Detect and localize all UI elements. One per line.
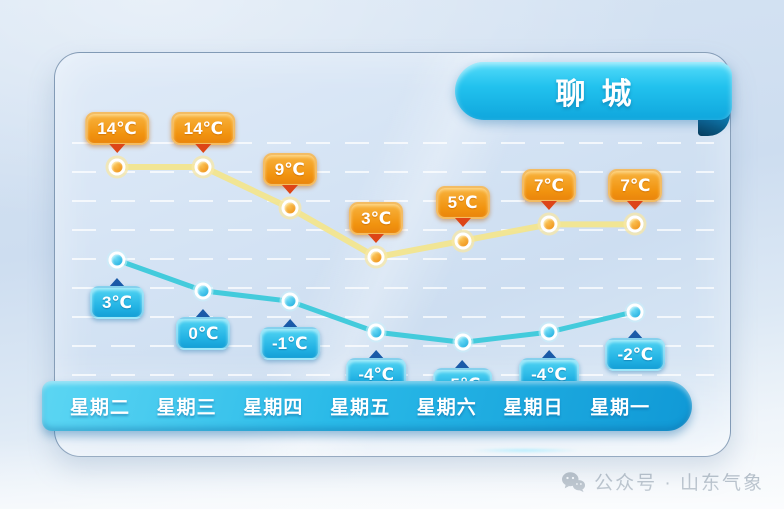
weekday-label: 星期三 — [156, 397, 217, 419]
watermark: 公众号 · 山东气象 — [560, 468, 764, 495]
weekday-label: 星期四 — [243, 397, 304, 419]
weekday-label: 星期五 — [330, 397, 391, 419]
weekday-label: 星期日 — [503, 397, 564, 419]
weekday-label: 星期六 — [416, 397, 477, 419]
city-name: 聊城 — [555, 78, 648, 111]
city-ribbon: 聊城 — [455, 62, 732, 120]
wechat-icon — [562, 471, 586, 492]
weekday-axis: 星期二 星期三 星期四 星期五 星期六 星期日 星期一 — [42, 381, 692, 431]
weekday-label: 星期二 — [69, 397, 131, 419]
weekday-label: 星期一 — [590, 397, 651, 419]
watermark-text: 公众号 · 山东气象 — [594, 473, 764, 494]
light-streak — [470, 448, 580, 453]
